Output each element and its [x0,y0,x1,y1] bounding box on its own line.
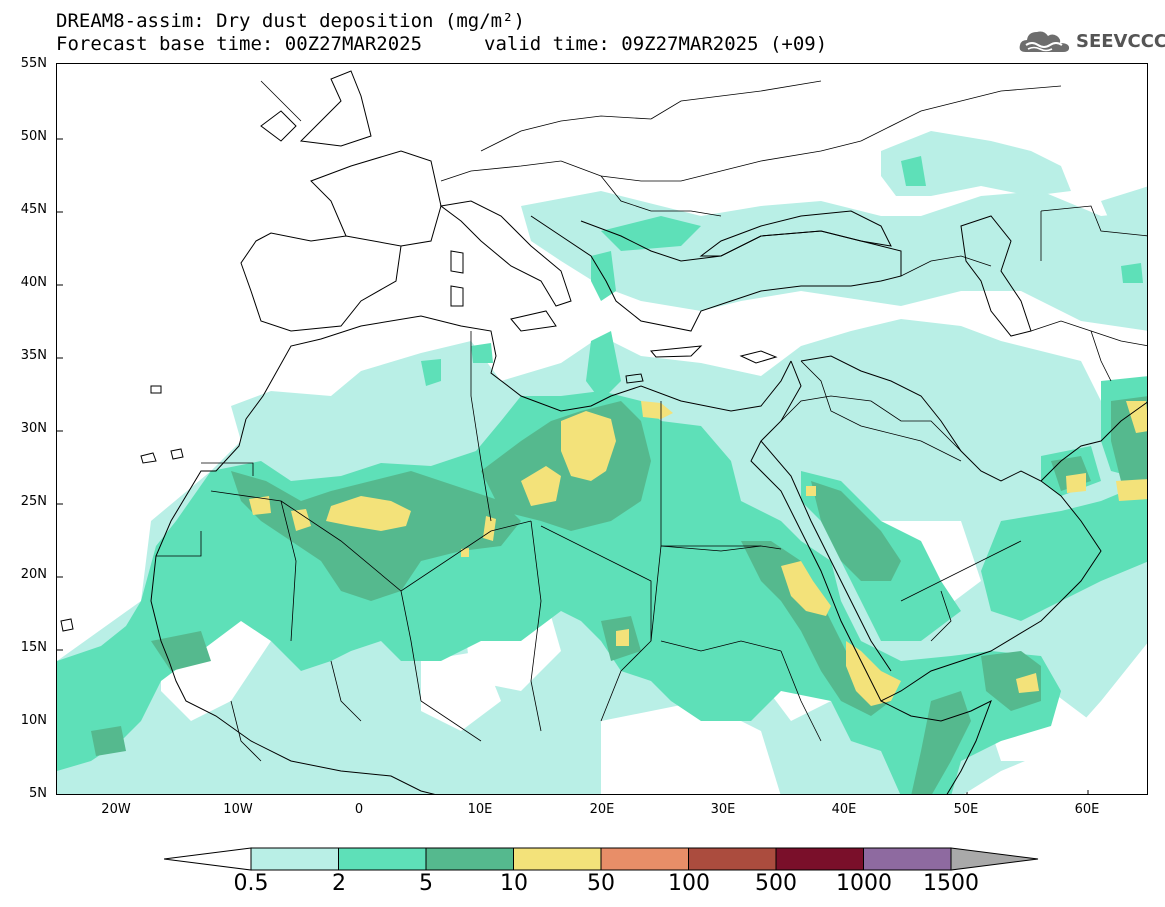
colorbar-label-50: 50 [587,871,615,896]
valid-time: valid time: 09Z27MAR2025 (+09) [484,33,828,55]
colorbar-under-triangle [163,847,252,871]
cloud-icon [1019,31,1070,52]
lat-label-15n: 15N [20,640,47,655]
lon-label-0: 0 [354,802,364,817]
lat-label-45n: 45N [20,202,47,217]
colorbar-swatch [775,847,864,871]
lon-label-10w: 10W [223,802,253,817]
colorbar-label-2: 2 [332,871,346,896]
colorbar-swatch [513,847,602,871]
colorbar-swatch [425,847,514,871]
lon-label-60e: 60E [1074,802,1100,817]
colorbar-swatch [600,847,689,871]
map-title: DREAM8-assim: Dry dust deposition (mg/m²… [56,10,525,32]
dust-map [56,63,1148,795]
country-borders [156,80,1147,762]
logo-text: SEEVCCC [1076,30,1165,52]
lon-label-30e: 30E [710,802,736,817]
colorbar-swatch [688,847,777,871]
lon-label-20e: 20E [589,802,615,817]
lat-label-5n: 5N [29,786,47,801]
lat-label-20n: 20N [20,567,47,582]
lat-label-25n: 25N [20,494,47,509]
lat-label-10n: 10N [20,713,47,728]
colorbar [163,846,1044,876]
lat-label-35n: 35N [20,348,47,363]
colorbar-label-1500: 1500 [923,871,979,896]
seevccc-logo: SEEVCCC [1018,28,1165,54]
forecast-base-time: Forecast base time: 00Z27MAR2025 [56,33,423,55]
colorbar-swatch [338,847,427,871]
colorbar-svg [163,847,1039,871]
lon-label-50e: 50E [953,802,979,817]
dust-level-10 [249,401,1147,706]
colorbar-label-100: 100 [668,871,710,896]
coastlines [60,70,1147,794]
colorbar-over-triangle [950,847,1039,871]
lat-label-50n: 50N [20,129,47,144]
colorbar-swatch [863,847,952,871]
lat-label-30n: 30N [20,421,47,436]
colorbar-label-1000: 1000 [836,871,892,896]
colorbar-label-0-5: 0.5 [233,871,269,896]
colorbar-label-5: 5 [419,871,433,896]
map-canvas [57,70,1147,794]
lat-label-55n: 55N [20,56,47,71]
lon-label-10e: 10E [467,802,493,817]
colorbar-label-10: 10 [500,871,528,896]
colorbar-label-500: 500 [755,871,797,896]
lat-label-40n: 40N [20,275,47,290]
lon-label-20w: 20W [101,802,131,817]
lon-label-40e: 40E [831,802,857,817]
colorbar-swatch [250,847,339,871]
